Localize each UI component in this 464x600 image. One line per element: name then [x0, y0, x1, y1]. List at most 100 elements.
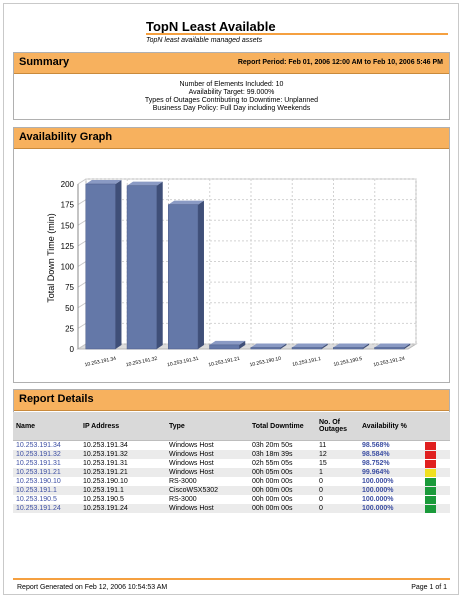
column-header-downtime: Total Downtime	[249, 412, 316, 441]
column-header-type: Type	[166, 412, 249, 441]
bar	[168, 204, 199, 350]
status-indicator	[425, 504, 437, 513]
x-tick-label: 10.253.191.34	[84, 356, 117, 369]
status-indicator	[425, 486, 437, 495]
summary-section: Summary Report Period: Feb 01, 2006 12:0…	[13, 52, 450, 120]
table-row: 10.253.191.31 10.253.191.31 Windows Host 02…	[13, 459, 450, 468]
y-axis-label: Total Down Time (min)	[46, 213, 56, 303]
x-tick-label: 10.253.190.10	[249, 356, 282, 369]
bar-top	[333, 343, 369, 348]
x-tick-label: 10.253.191.31	[167, 356, 200, 369]
bar-top	[85, 180, 122, 184]
table-row: 10.253.190.5 10.253.190.5 RS-3000 00h 00m 0…	[13, 495, 450, 504]
bar-side	[115, 180, 122, 349]
bar-side	[321, 343, 328, 349]
bar-top	[209, 340, 246, 345]
cell-downtime: 00h 05m 00s	[249, 468, 316, 477]
cell-ip: 10.253.190.10	[83, 478, 128, 485]
cell-type: Windows Host	[166, 450, 249, 459]
bar-side	[197, 200, 204, 349]
page-number: Page 1 of 1	[411, 584, 447, 591]
bar	[250, 347, 281, 350]
bar-top	[127, 181, 163, 186]
y-tick-label: 25	[65, 324, 74, 333]
gridline	[77, 302, 87, 309]
bar-top	[168, 200, 204, 205]
cell-type: Windows Host	[166, 468, 249, 477]
cell-downtime: 03h 18m 39s	[249, 450, 316, 459]
availability-chart: 0 25 50 75 100 125 150 175 200 10.253.191.34 10.25…	[46, 178, 418, 369]
cell-downtime: 03h 20m 50s	[252, 442, 293, 449]
cell-name[interactable]: 10.253.191.1	[13, 486, 80, 495]
gridline	[77, 219, 87, 226]
cell-ip: 10.253.191.32	[80, 450, 166, 459]
bar	[85, 183, 116, 350]
cell-ip: 10.253.191.31	[83, 460, 128, 467]
gridline	[77, 343, 87, 350]
status-indicator	[425, 495, 437, 504]
bar-side	[404, 343, 411, 349]
details-header: Report Details	[14, 390, 449, 411]
gridline	[77, 261, 87, 267]
y-tick-label: 50	[65, 304, 74, 313]
cell-outages: 12	[316, 450, 359, 459]
summary-line: Business Day Policy: Full Day including …	[152, 105, 311, 112]
y-tick-label: 100	[61, 263, 75, 272]
status-cell	[422, 486, 450, 495]
bar	[126, 185, 157, 350]
cell-name[interactable]: 10.253.191.21	[13, 468, 80, 477]
cell-name[interactable]: 10.253.190.5	[16, 496, 57, 503]
bar	[374, 347, 405, 350]
status-cell	[422, 450, 450, 459]
cell-availability: 98.568%	[362, 442, 390, 449]
cell-name[interactable]: 10.253.190.10	[16, 478, 61, 485]
table-row: 10.253.190.10 10.253.190.10 RS-3000 00h 00m…	[13, 477, 450, 486]
graph-title: Availability Graph	[19, 131, 113, 143]
gridline	[77, 178, 87, 185]
cell-name[interactable]: 10.253.191.34	[16, 442, 61, 449]
cell-downtime: 00h 00m 00s	[252, 478, 293, 485]
summary-line: Availability Target: 99.000%	[188, 89, 275, 96]
status-indicator	[425, 468, 437, 477]
report-subtitle: TopN least available managed assets	[146, 37, 263, 44]
cell-outages: 15	[319, 460, 327, 467]
status-cell	[422, 459, 450, 468]
cell-name[interactable]: 10.253.191.31	[16, 460, 61, 467]
cell-downtime: 00h 00m 00s	[252, 496, 293, 503]
table-row: 10.253.191.21 10.253.191.21 Windows Host 00…	[13, 468, 450, 477]
status-cell	[422, 441, 450, 451]
x-tick-label: 10.253.191.32	[125, 356, 158, 369]
table-row: 10.253.191.1 10.253.191.1 CiscoWSX5302 00h …	[13, 486, 450, 495]
bar	[291, 347, 322, 350]
y-tick-label: 150	[61, 221, 75, 230]
bar	[209, 344, 240, 350]
y-tick-label: 125	[61, 242, 75, 251]
gridline	[77, 281, 87, 288]
title-divider	[146, 33, 448, 35]
gridline	[77, 199, 87, 206]
cell-ip: 10.253.191.21	[80, 468, 166, 477]
x-tick-label: 10.253.190.5	[333, 356, 363, 368]
cell-availability: 100.000%	[362, 478, 394, 485]
gridline	[77, 240, 87, 247]
cell-name[interactable]: 10.253.191.24	[13, 504, 80, 513]
table-row: 10.253.191.32 10.253.191.32 Windows Host 03…	[13, 450, 450, 459]
cell-type: RS-3000	[169, 478, 197, 485]
cell-ip: 10.253.191.34	[83, 442, 128, 449]
y-tick-label: 0	[70, 345, 75, 354]
y-tick-label: 200	[61, 180, 75, 189]
cell-downtime: 00h 00m 00s	[249, 486, 316, 495]
cell-availability: 99.964%	[359, 468, 423, 477]
cell-name[interactable]: 10.253.191.32	[13, 450, 80, 459]
bar-top	[374, 343, 411, 348]
table-row: 10.253.191.24 10.253.191.24 Windows Host 00…	[13, 504, 450, 513]
cell-type: Windows Host	[169, 460, 214, 467]
status-cell	[422, 495, 450, 504]
bar-top	[292, 343, 328, 348]
cell-ip: 10.253.190.5	[83, 496, 124, 503]
cell-outages: 1	[316, 468, 359, 477]
cell-availability: 100.000%	[359, 486, 423, 495]
report-frame	[3, 3, 459, 595]
column-header-name: Name	[13, 412, 80, 441]
cell-outages: 0	[316, 504, 359, 513]
